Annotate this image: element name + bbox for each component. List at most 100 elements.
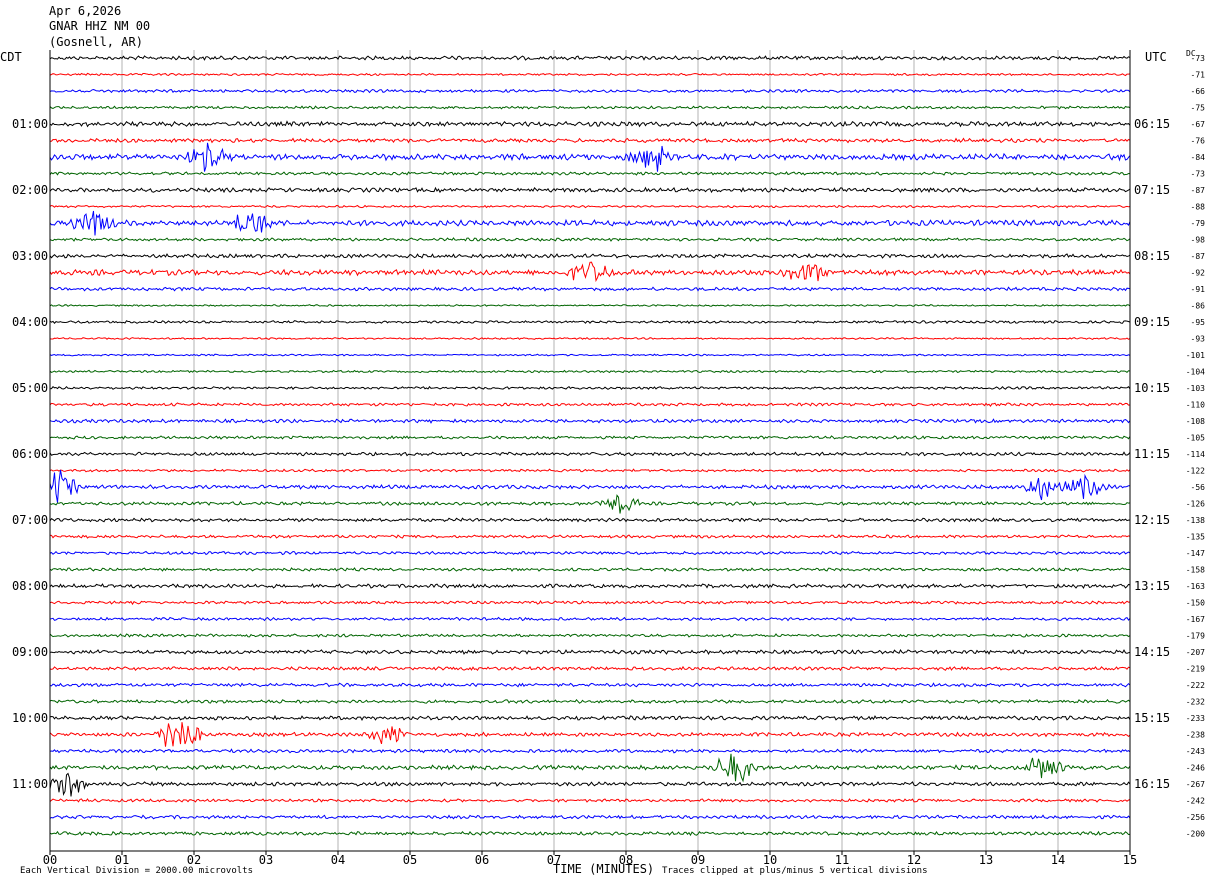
left-hour-label: 05:00 xyxy=(12,381,48,395)
seismic-trace xyxy=(49,261,1131,283)
seismic-trace xyxy=(49,633,1131,638)
dc-offset-label: -232 xyxy=(1186,698,1205,707)
dc-offset-label: -75 xyxy=(1191,104,1206,113)
dc-offset-label: -158 xyxy=(1186,566,1205,575)
dc-offset-label: -110 xyxy=(1186,401,1205,410)
left-hour-label: 07:00 xyxy=(12,513,48,527)
seismic-trace xyxy=(50,534,1131,539)
seismic-trace xyxy=(49,186,1131,194)
x-tick-label: 08 xyxy=(619,853,633,867)
x-tick-label: 07 xyxy=(547,853,561,867)
right-hour-label: 15:15 xyxy=(1134,711,1170,725)
dc-offset-label: -242 xyxy=(1186,797,1205,806)
seismic-trace xyxy=(49,550,1131,556)
dc-offset-label: -179 xyxy=(1186,632,1205,641)
dc-offset-label: -93 xyxy=(1191,335,1206,344)
x-tick-label: 11 xyxy=(835,853,849,867)
seismic-trace xyxy=(49,204,1131,209)
dc-offset-label: -150 xyxy=(1186,599,1205,608)
seismic-trace xyxy=(49,567,1131,572)
seismic-trace xyxy=(49,583,1131,590)
seismic-trace xyxy=(49,210,1131,236)
dc-offset-label: -219 xyxy=(1186,665,1205,674)
seismic-trace xyxy=(49,353,1131,357)
seismic-trace xyxy=(49,814,1131,820)
seismic-trace xyxy=(49,418,1131,424)
left-hour-label: 04:00 xyxy=(12,315,48,329)
right-hour-label: 16:15 xyxy=(1134,777,1170,791)
dc-offset-label: -147 xyxy=(1186,549,1205,558)
dc-offset-label: -126 xyxy=(1186,500,1205,509)
seismic-trace xyxy=(49,698,1131,704)
grid-lines xyxy=(121,50,1059,851)
dc-offset-label: -104 xyxy=(1186,368,1205,377)
right-hour-label: 12:15 xyxy=(1134,513,1170,527)
seismic-trace xyxy=(49,616,1131,622)
seismic-trace xyxy=(49,319,1131,325)
dc-offset-labels: -73 -71 -66 -75 -67 -76 -84 -73 -87 -88 -79 -98 -87 -… xyxy=(1186,54,1205,839)
seismic-trace xyxy=(49,286,1131,292)
right-hour-label: 08:15 xyxy=(1134,249,1170,263)
dc-offset-label: -200 xyxy=(1186,830,1205,839)
dc-offset-label: -76 xyxy=(1191,137,1206,146)
seismic-trace xyxy=(49,402,1131,407)
seismic-trace xyxy=(49,517,1131,523)
seismic-trace xyxy=(49,753,1131,783)
dc-offset-label: -56 xyxy=(1191,483,1206,492)
right-hour-label: 11:15 xyxy=(1134,447,1170,461)
dc-offset-label: -84 xyxy=(1191,153,1206,162)
left-hour-labels: 01:00 02:00 03:00 04:00 05:00 06:00 07:00 08:00… xyxy=(12,117,48,791)
seismic-trace xyxy=(49,253,1131,259)
x-tick-label: 09 xyxy=(691,853,705,867)
x-tick-label: 00 xyxy=(43,853,57,867)
seismic-trace xyxy=(49,105,1131,110)
seismic-trace xyxy=(49,385,1131,391)
left-hour-label: 08:00 xyxy=(12,579,48,593)
x-tick-label: 06 xyxy=(475,853,489,867)
seismic-trace xyxy=(49,171,1131,176)
seismic-trace xyxy=(49,72,1131,77)
seismic-trace xyxy=(49,435,1131,440)
dc-offset-label: -71 xyxy=(1191,71,1206,80)
seismic-trace xyxy=(49,648,1131,656)
dc-offset-label: -233 xyxy=(1186,714,1205,723)
dc-offset-label: -238 xyxy=(1186,731,1205,740)
dc-offset-label: -108 xyxy=(1186,417,1205,426)
dc-offset-label: -167 xyxy=(1186,615,1205,624)
dc-offset-label: -87 xyxy=(1191,186,1206,195)
left-hour-label: 06:00 xyxy=(12,447,48,461)
right-hour-label: 14:15 xyxy=(1134,645,1170,659)
right-hour-label: 06:15 xyxy=(1134,117,1170,131)
seismic-trace xyxy=(49,682,1131,688)
seismic-trace xyxy=(49,468,1131,473)
x-tick-label: 03 xyxy=(259,853,273,867)
dc-offset-label: -87 xyxy=(1191,252,1206,261)
dc-offset-label: -222 xyxy=(1186,681,1205,690)
dc-offset-label: -91 xyxy=(1191,285,1206,294)
dc-offset-label: -163 xyxy=(1186,582,1205,591)
dc-offset-label: -138 xyxy=(1186,516,1205,525)
x-tick-label: 15 xyxy=(1123,853,1137,867)
left-hour-label: 03:00 xyxy=(12,249,48,263)
seismic-trace xyxy=(49,237,1131,242)
dc-offset-label: -103 xyxy=(1186,384,1205,393)
seismic-trace xyxy=(49,304,1131,307)
left-hour-label: 10:00 xyxy=(12,711,48,725)
dc-offset-label: -101 xyxy=(1186,351,1205,360)
seismic-trace xyxy=(49,772,1131,797)
x-tick-label: 12 xyxy=(907,853,921,867)
seismic-trace xyxy=(49,88,1131,94)
clip-note: Traces clipped at plus/minus 5 vertical … xyxy=(662,866,928,876)
dc-offset-label: -105 xyxy=(1186,434,1205,443)
x-tick-label: 14 xyxy=(1051,853,1065,867)
dc-offset-label: -73 xyxy=(1191,54,1206,63)
seismic-trace xyxy=(49,722,1131,747)
dc-offset-label: -95 xyxy=(1191,318,1206,327)
dc-offset-label: -122 xyxy=(1186,467,1205,476)
right-timezone-label: UTC xyxy=(1145,50,1167,64)
dc-offset-label: -135 xyxy=(1186,533,1205,542)
seismic-trace xyxy=(49,494,1131,514)
scale-note: Each Vertical Division = 2000.00 microvo… xyxy=(20,866,253,876)
seismic-trace xyxy=(49,600,1131,606)
